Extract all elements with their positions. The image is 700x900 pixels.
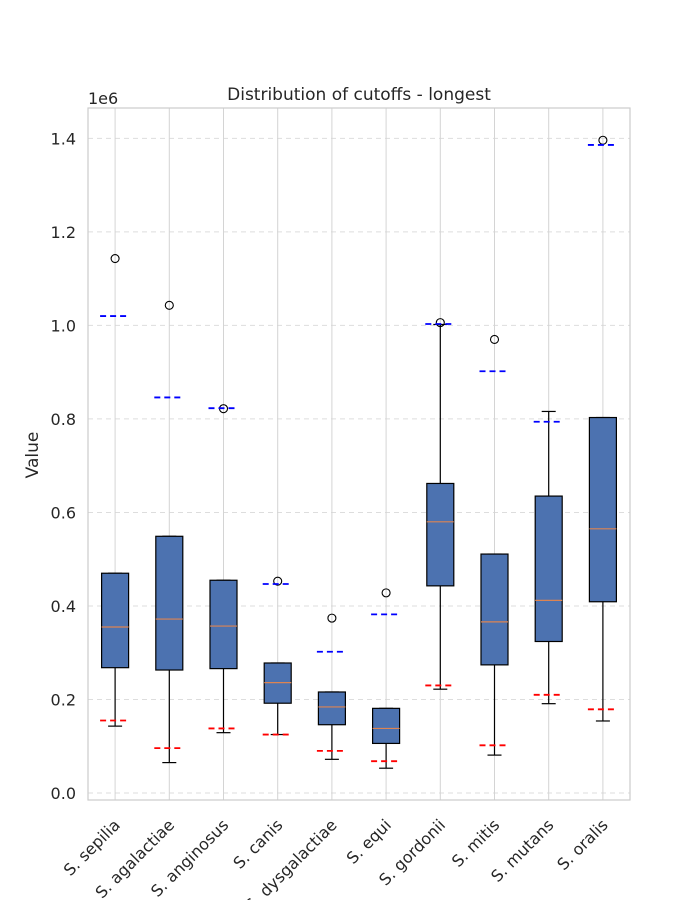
box-iqr xyxy=(317,691,346,726)
box-group xyxy=(587,135,618,722)
box-group xyxy=(208,404,239,734)
x-tick-label: S. mitis xyxy=(448,815,503,870)
box-iqr xyxy=(426,482,455,587)
outlier-point xyxy=(164,300,174,310)
box-group xyxy=(479,334,510,756)
y-offset-label: 1e6 xyxy=(88,89,118,108)
box-group xyxy=(262,576,293,736)
box-iqr xyxy=(100,572,130,669)
box-iqr xyxy=(372,707,401,745)
box-iqr xyxy=(155,535,184,671)
y-tick-label: 0.6 xyxy=(51,503,76,522)
box-iqr xyxy=(534,495,563,643)
y-tick-label: 0.8 xyxy=(51,410,76,429)
box-group xyxy=(533,410,564,705)
outlier-point xyxy=(110,254,120,264)
box-group xyxy=(425,318,456,690)
boxes xyxy=(100,135,618,769)
outlier-point xyxy=(273,576,283,586)
box-iqr xyxy=(209,579,238,670)
plot-area-frame xyxy=(87,107,631,801)
y-tick-label: 1.0 xyxy=(51,316,76,335)
box-iqr xyxy=(588,416,618,603)
outlier-point xyxy=(435,318,445,328)
box-group xyxy=(316,613,347,760)
outlier-point xyxy=(489,334,500,344)
box-group xyxy=(100,254,131,727)
y-tick-label: 0.2 xyxy=(51,690,76,709)
y-axis-label: Value xyxy=(23,432,43,479)
x-tick-label: S. equi xyxy=(343,815,395,867)
box-group xyxy=(371,588,402,769)
box-iqr xyxy=(480,553,509,666)
chart-title: Distribution of cutoffs - longest xyxy=(227,85,491,105)
outlier-point xyxy=(381,588,391,598)
y-axis-ticks: 0.0 0.2 0.4 0.6 0.8 1.0 1.2 1.4 xyxy=(51,129,76,803)
outlier-point xyxy=(327,613,337,623)
y-tick-label: 1.2 xyxy=(51,223,76,242)
y-tick-label: 1.4 xyxy=(51,129,76,148)
x-tick-label: S. oralis xyxy=(553,815,612,874)
y-tick-label: 0.0 xyxy=(51,784,76,803)
y-tick-label: 0.4 xyxy=(51,597,76,616)
box-group xyxy=(154,300,185,764)
